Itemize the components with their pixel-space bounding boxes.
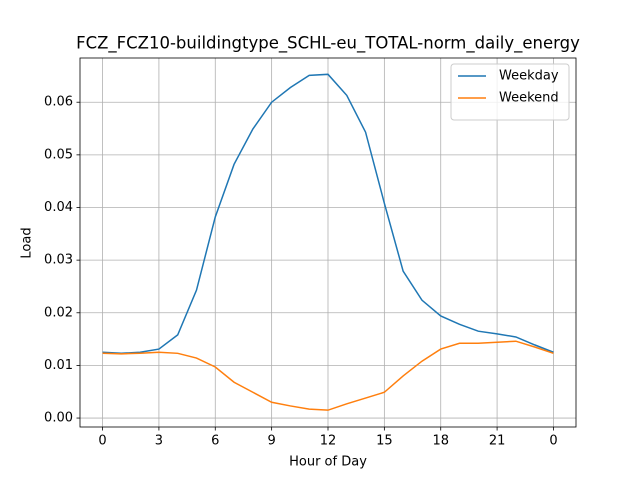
y-tick-label: 0.06 xyxy=(44,95,73,110)
y-tick-label: 0.01 xyxy=(44,358,73,373)
y-tick-label: 0.02 xyxy=(44,305,73,320)
series-line xyxy=(102,73,554,355)
series-line xyxy=(102,340,554,411)
x-axis-label: Hour of Day xyxy=(289,455,367,470)
x-tick-label: 6 xyxy=(211,434,219,449)
x-tick-label: 18 xyxy=(432,434,449,449)
x-tick-label: 0 xyxy=(98,434,106,449)
y-tick-label: 0.05 xyxy=(44,147,73,162)
x-tick-label: 0 xyxy=(549,434,557,449)
legend-label: Weekend xyxy=(499,91,559,106)
x-tick-label: 9 xyxy=(267,434,275,449)
x-tick-label: 15 xyxy=(376,434,393,449)
legend-box xyxy=(450,63,570,121)
chart-title: FCZ_FCZ10-buildingtype_SCHL-eu_TOTAL-nor… xyxy=(76,34,580,54)
plot-frame xyxy=(79,57,577,428)
x-tick-label: 12 xyxy=(320,434,337,449)
x-tick-label: 3 xyxy=(155,434,163,449)
y-tick-label: 0.04 xyxy=(44,200,73,215)
y-tick-label: 0.00 xyxy=(44,411,73,426)
x-tick-label: 21 xyxy=(489,434,506,449)
y-tick-label: 0.03 xyxy=(44,253,73,268)
legend-label: Weekday xyxy=(499,69,559,84)
y-axis-label: Load xyxy=(20,227,35,258)
